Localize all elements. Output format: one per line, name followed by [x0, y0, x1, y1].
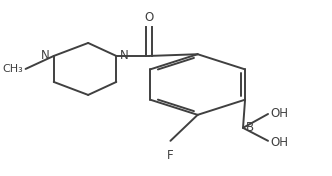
Text: B: B	[246, 121, 254, 134]
Text: N: N	[120, 49, 129, 62]
Text: F: F	[167, 149, 174, 162]
Text: N: N	[41, 49, 50, 62]
Text: OH: OH	[271, 136, 289, 149]
Text: OH: OH	[271, 107, 289, 120]
Text: O: O	[144, 11, 154, 24]
Text: CH₃: CH₃	[2, 64, 23, 74]
